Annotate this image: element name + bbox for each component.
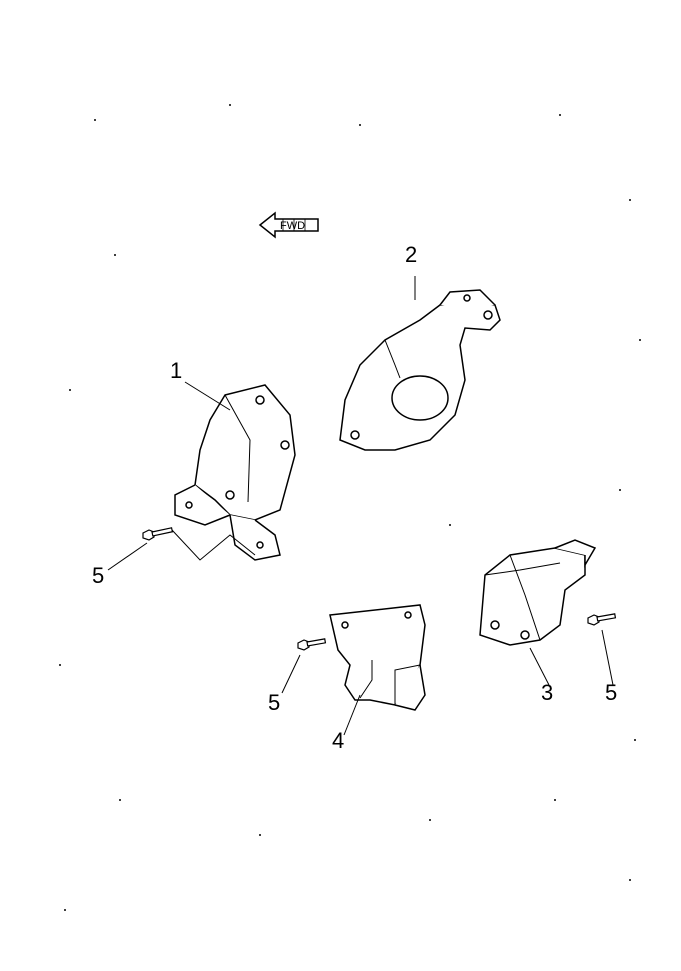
callout-label-2: 2 <box>405 242 417 268</box>
callout-label-1: 1 <box>170 358 182 384</box>
background-dots <box>59 104 641 911</box>
callout-label-5a: 5 <box>92 563 104 589</box>
callout-label-4: 4 <box>332 728 344 754</box>
part-5-bolt-b <box>298 639 325 650</box>
parts-diagram: FWD <box>0 0 681 971</box>
part-3-bracket <box>480 540 595 645</box>
part-5-bolt-c <box>588 614 615 625</box>
callout-label-3: 3 <box>541 680 553 706</box>
callout-lines <box>108 276 613 735</box>
fwd-label: FWD <box>280 220 305 232</box>
callout-label-5b: 5 <box>268 690 280 716</box>
part-5-bolt-a <box>143 528 172 540</box>
fwd-arrow-indicator: FWD <box>260 213 318 237</box>
part-2-bracket <box>340 290 500 450</box>
part-1-bracket <box>175 385 295 560</box>
diagram-svg: FWD <box>0 0 681 971</box>
part-4-bracket <box>330 605 425 710</box>
callout-label-5c: 5 <box>605 680 617 706</box>
